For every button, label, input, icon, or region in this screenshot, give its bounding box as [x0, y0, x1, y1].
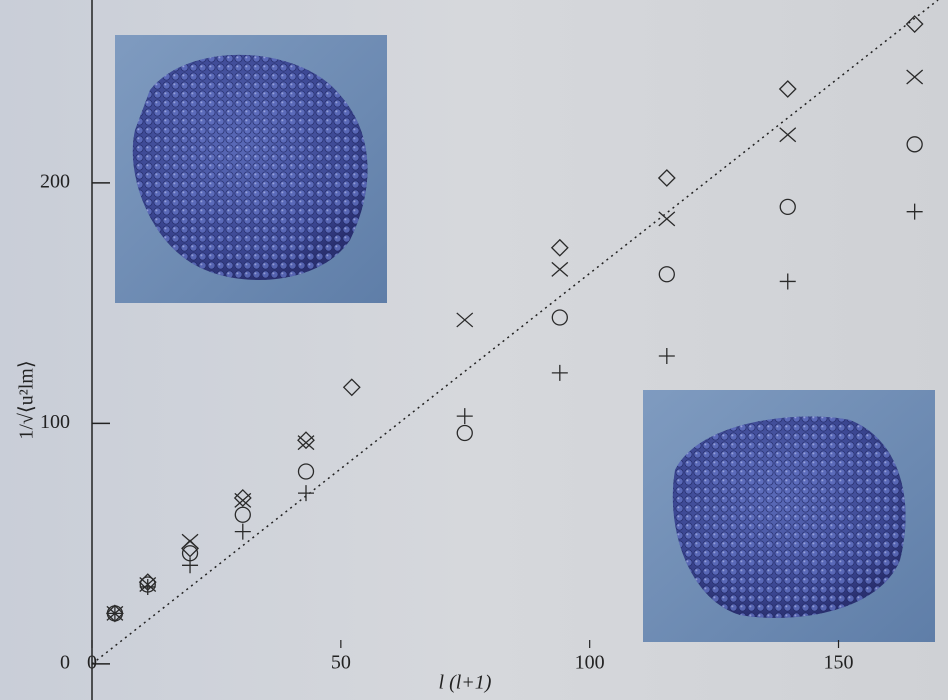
circle-marker	[658, 266, 675, 283]
circle-marker	[297, 463, 315, 480]
cross-marker	[234, 492, 252, 508]
plus-marker	[106, 605, 123, 622]
cross-marker	[906, 69, 924, 85]
diamond-marker	[778, 80, 797, 98]
plus-marker	[182, 557, 199, 574]
inset-bottom	[643, 390, 935, 642]
y-tick-label: 200	[40, 170, 70, 192]
y-tick-label: 0	[60, 652, 70, 674]
plus-marker	[139, 578, 156, 595]
cross-marker	[551, 261, 569, 277]
x-axis-label: l (l+1)	[439, 672, 492, 694]
cross-marker	[456, 312, 474, 328]
y-axis-label: 1/√⟨u²lm⟩	[16, 360, 38, 439]
plus-marker	[456, 408, 473, 425]
plus-marker	[658, 348, 675, 365]
x-tick-label: 100	[575, 652, 605, 674]
circle-marker	[551, 309, 568, 326]
diamond-marker	[550, 238, 569, 257]
x-tick-label: 50	[331, 652, 351, 674]
diamond-marker	[905, 15, 924, 33]
plus-marker	[234, 523, 251, 540]
cross-marker	[779, 127, 797, 143]
circle-marker	[779, 198, 796, 216]
plus-marker	[551, 364, 568, 381]
plus-marker	[779, 273, 796, 290]
plus-marker	[298, 485, 314, 502]
diamond-marker	[657, 169, 676, 187]
plus-marker	[906, 203, 923, 220]
cross-marker	[297, 435, 315, 451]
diamond-marker	[342, 378, 361, 397]
cross-marker	[181, 533, 199, 549]
y-tick-label: 100	[40, 411, 70, 433]
circle-marker	[456, 424, 473, 442]
circle-marker	[906, 136, 923, 153]
x-tick-label: 150	[824, 652, 854, 674]
x-tick-label: 0	[87, 652, 97, 674]
inset-top	[115, 35, 387, 303]
circle-marker	[234, 506, 251, 523]
cross-marker	[658, 211, 676, 227]
